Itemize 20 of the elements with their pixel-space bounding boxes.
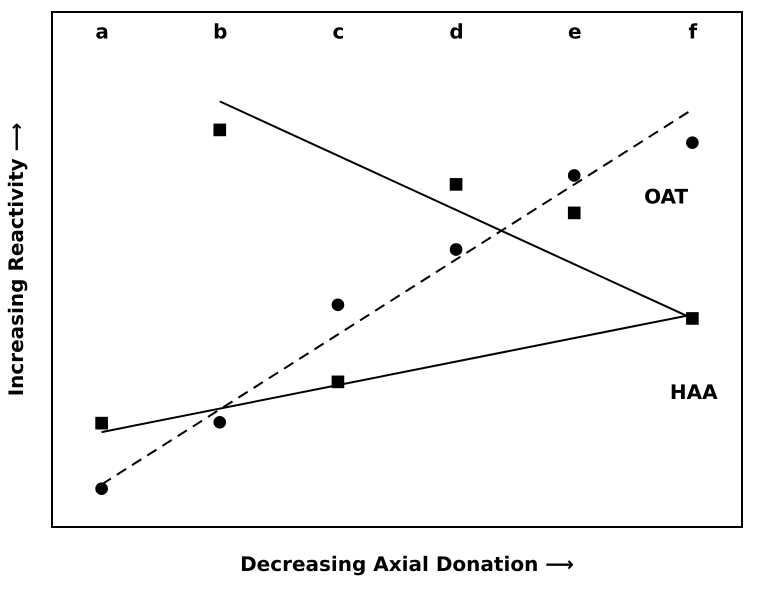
point [686,136,699,149]
y-axis-title: Increasing Reactivity ⟶ [4,122,28,396]
point [568,169,581,182]
point [95,416,108,430]
x-tick-label: b [213,20,228,44]
point [568,206,581,220]
annotation: HAA [670,380,718,404]
point [450,243,462,256]
x-axis-title: Decreasing Axial Donation ⟶ [240,552,574,576]
x-tick-label: d [449,20,464,44]
point [450,178,462,191]
x-tick-label: f [688,20,698,44]
annotation: OAT [644,184,688,208]
point [213,124,226,136]
x-tick-label: c [332,20,344,44]
x-tick-label: a [95,20,109,44]
x-tick-label: e [568,20,582,44]
point [332,298,344,312]
point [213,416,226,429]
point [95,482,108,496]
